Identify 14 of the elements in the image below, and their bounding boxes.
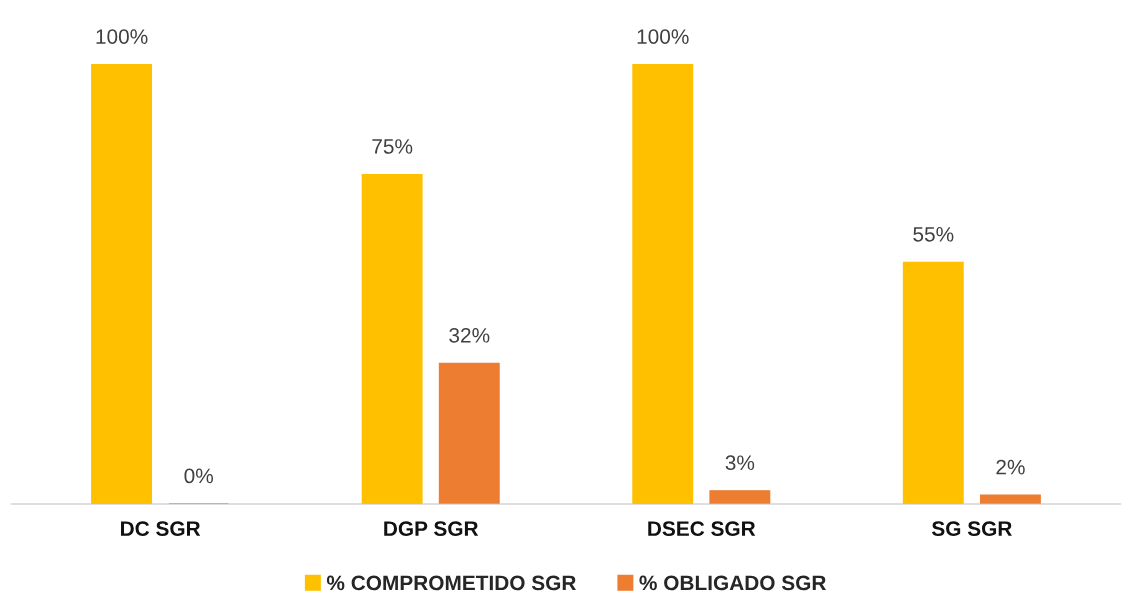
data-label: 100% [96,29,148,45]
data-label: 75% [372,139,413,154]
data-label: 2% [996,459,1025,475]
data-label: 3% [725,455,755,471]
legend-label: % OBLIGADO SGR [639,575,826,591]
x-tick-label: DGP SGR [384,521,479,537]
data-label: 55% [913,227,954,242]
data-label: 32% [449,327,490,343]
data-label: 100% [637,29,689,45]
data-label: 0% [184,468,214,484]
x-tick-label: SG SGR [931,521,1012,537]
x-tick-label: DSEC SGR [648,521,756,537]
x-tick-label: DC SGR [121,521,201,537]
legend-label: % COMPROMETIDO SGR [326,575,576,591]
